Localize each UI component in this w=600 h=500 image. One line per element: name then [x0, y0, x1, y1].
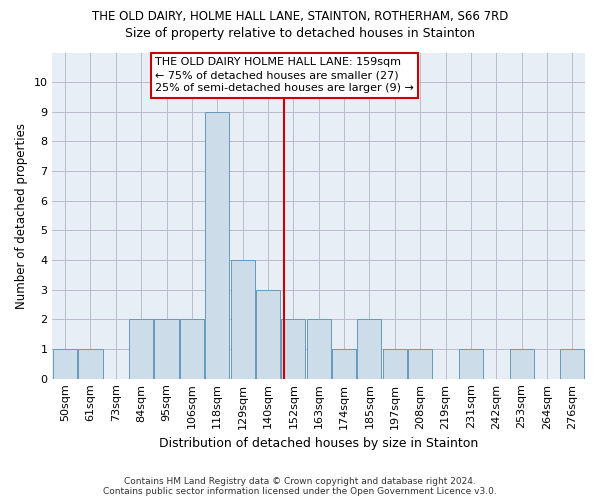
Text: THE OLD DAIRY, HOLME HALL LANE, STAINTON, ROTHERHAM, S66 7RD: THE OLD DAIRY, HOLME HALL LANE, STAINTON… — [92, 10, 508, 23]
Bar — [205, 112, 229, 378]
Bar — [307, 320, 331, 378]
Text: Contains public sector information licensed under the Open Government Licence v3: Contains public sector information licen… — [103, 487, 497, 496]
Bar — [281, 320, 305, 378]
Bar — [256, 290, 280, 378]
Bar — [154, 320, 179, 378]
Bar — [459, 349, 483, 378]
X-axis label: Distribution of detached houses by size in Stainton: Distribution of detached houses by size … — [159, 437, 478, 450]
Bar — [230, 260, 254, 378]
Bar — [332, 349, 356, 378]
Text: Contains HM Land Registry data © Crown copyright and database right 2024.: Contains HM Land Registry data © Crown c… — [124, 477, 476, 486]
Bar — [129, 320, 153, 378]
Y-axis label: Number of detached properties: Number of detached properties — [15, 122, 28, 308]
Bar — [53, 349, 77, 378]
Bar — [408, 349, 432, 378]
Text: Size of property relative to detached houses in Stainton: Size of property relative to detached ho… — [125, 28, 475, 40]
Text: THE OLD DAIRY HOLME HALL LANE: 159sqm
← 75% of detached houses are smaller (27)
: THE OLD DAIRY HOLME HALL LANE: 159sqm ← … — [155, 57, 414, 94]
Bar — [79, 349, 103, 378]
Bar — [180, 320, 204, 378]
Bar — [383, 349, 407, 378]
Bar — [509, 349, 533, 378]
Bar — [560, 349, 584, 378]
Bar — [358, 320, 382, 378]
